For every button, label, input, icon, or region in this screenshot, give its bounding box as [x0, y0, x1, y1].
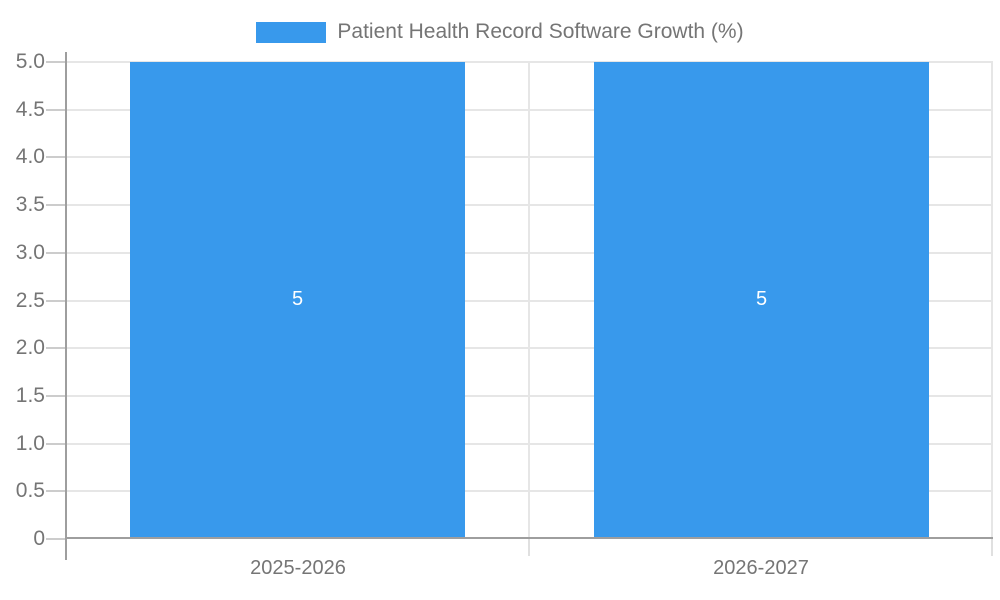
y-tick-label: 3.5 — [15, 193, 45, 216]
y-tick-label: 4.5 — [15, 98, 45, 121]
y-tick-label: 1.0 — [15, 432, 45, 455]
x-tick-label: 2025-2026 — [250, 557, 346, 579]
y-tick-stub — [46, 538, 65, 540]
y-tick-label: 0.5 — [15, 479, 45, 502]
y-tick-label: 2.5 — [15, 289, 45, 312]
y-tick-stub — [46, 109, 65, 111]
y-tick-label: 0 — [33, 527, 45, 550]
y-tick-stub — [46, 252, 65, 254]
y-tick-stub — [46, 347, 65, 349]
x-tick-label: 2026-2027 — [713, 557, 809, 579]
legend-swatch — [256, 21, 327, 43]
bar-value-label: 5 — [755, 287, 768, 310]
y-tick-label: 5.0 — [15, 50, 45, 73]
x-axis-tick — [528, 539, 530, 556]
y-tick-label: 3.0 — [15, 241, 45, 264]
bar: 5 — [130, 62, 465, 539]
x-axis-tick — [991, 539, 993, 556]
legend: Patient Health Record Software Growth (%… — [0, 19, 1000, 45]
y-tick-stub — [46, 490, 65, 492]
y-tick-stub — [46, 300, 65, 302]
gridline-v — [528, 62, 530, 539]
legend-label: Patient Health Record Software Growth (%… — [337, 20, 744, 43]
bar-value-label: 5 — [291, 287, 304, 310]
gridline-v — [991, 62, 993, 539]
y-tick-stub — [46, 395, 65, 397]
y-tick-stub — [46, 204, 65, 206]
y-axis: 0 0.5 1.0 1.5 2.0 2.5 3.0 3.5 4.0 4.5 5.0 — [0, 50, 45, 550]
y-tick-stub — [46, 156, 65, 158]
y-tick-stub — [46, 61, 65, 63]
x-axis-baseline — [66, 537, 993, 539]
y-tick-label: 1.5 — [15, 384, 45, 407]
y-tick-label: 4.0 — [15, 145, 45, 168]
y-tick-stub — [46, 443, 65, 445]
y-tick-label: 2.0 — [15, 336, 45, 359]
y-axis-line — [65, 52, 67, 560]
bar: 5 — [594, 62, 929, 539]
